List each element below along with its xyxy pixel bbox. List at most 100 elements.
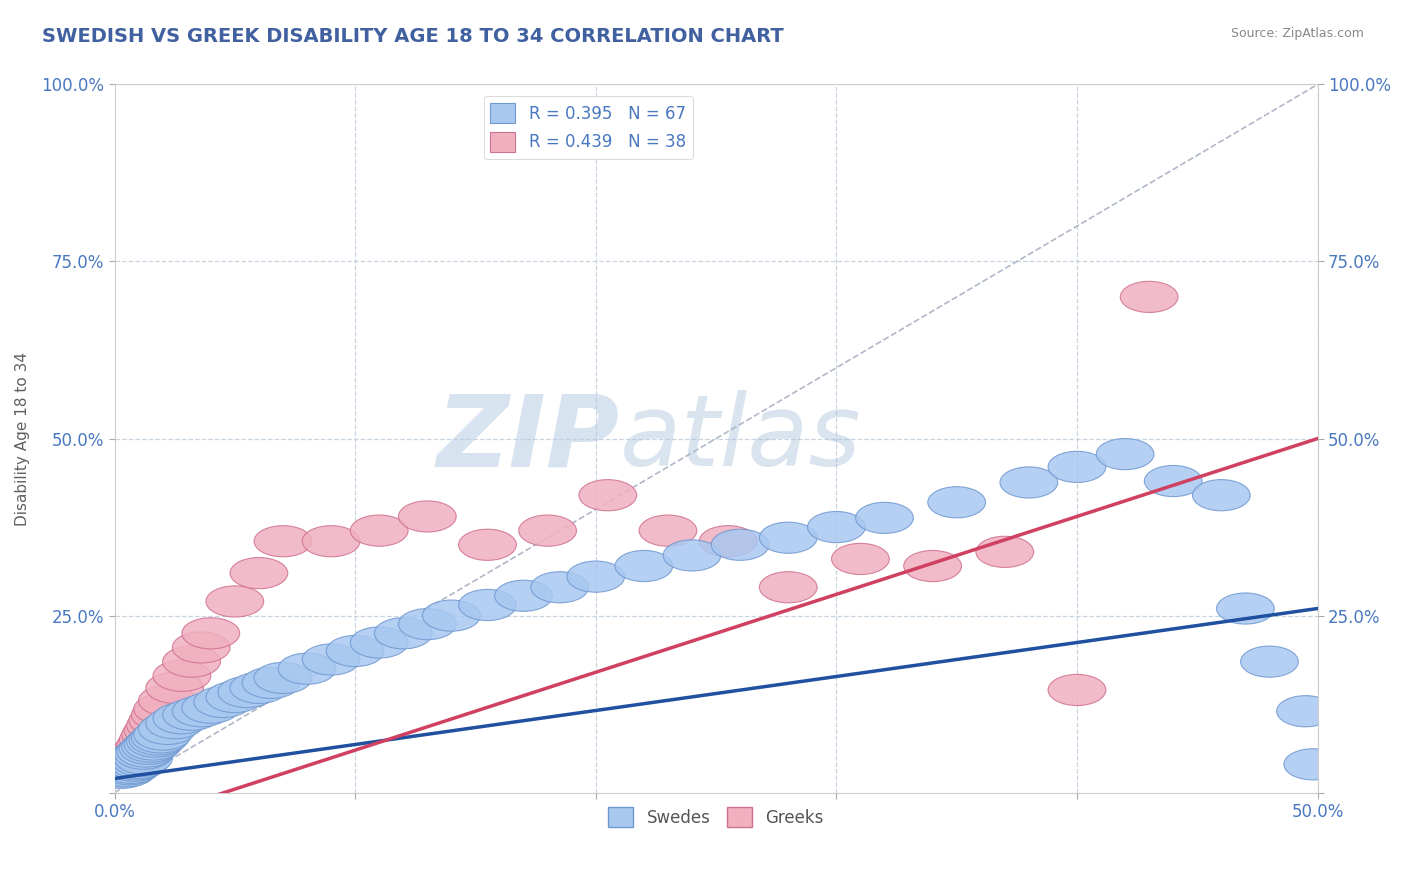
Ellipse shape [423, 600, 481, 632]
Ellipse shape [1284, 748, 1341, 780]
Ellipse shape [350, 627, 408, 658]
Ellipse shape [127, 710, 184, 741]
Ellipse shape [105, 745, 163, 776]
Ellipse shape [100, 748, 157, 780]
Ellipse shape [278, 653, 336, 684]
Ellipse shape [103, 752, 160, 783]
Ellipse shape [107, 743, 165, 774]
Ellipse shape [107, 748, 165, 780]
Ellipse shape [254, 525, 312, 557]
Ellipse shape [120, 733, 177, 764]
Ellipse shape [97, 750, 156, 781]
Ellipse shape [153, 660, 211, 691]
Ellipse shape [519, 515, 576, 546]
Ellipse shape [699, 525, 756, 557]
Ellipse shape [93, 757, 150, 789]
Text: SWEDISH VS GREEK DISABILITY AGE 18 TO 34 CORRELATION CHART: SWEDISH VS GREEK DISABILITY AGE 18 TO 34… [42, 27, 785, 45]
Ellipse shape [831, 543, 890, 574]
Text: atlas: atlas [620, 390, 862, 487]
Ellipse shape [110, 741, 167, 772]
Ellipse shape [124, 729, 181, 760]
Ellipse shape [350, 515, 408, 546]
Ellipse shape [326, 635, 384, 666]
Ellipse shape [110, 747, 167, 779]
Ellipse shape [398, 608, 456, 640]
Ellipse shape [458, 590, 516, 621]
Ellipse shape [105, 750, 163, 781]
Ellipse shape [122, 731, 180, 762]
Ellipse shape [134, 693, 191, 724]
Ellipse shape [100, 754, 157, 785]
Ellipse shape [105, 745, 163, 776]
Ellipse shape [134, 719, 191, 750]
Ellipse shape [205, 681, 264, 713]
Text: ZIP: ZIP [437, 390, 620, 487]
Ellipse shape [531, 572, 589, 603]
Ellipse shape [1192, 480, 1250, 511]
Ellipse shape [254, 663, 312, 693]
Ellipse shape [120, 724, 177, 756]
Ellipse shape [664, 540, 721, 571]
Ellipse shape [112, 745, 170, 776]
Ellipse shape [114, 738, 173, 769]
Ellipse shape [122, 719, 180, 750]
Ellipse shape [231, 558, 288, 589]
Ellipse shape [96, 752, 153, 783]
Ellipse shape [90, 756, 148, 787]
Ellipse shape [114, 743, 173, 774]
Ellipse shape [640, 515, 697, 546]
Ellipse shape [129, 705, 187, 736]
Ellipse shape [1047, 674, 1107, 706]
Ellipse shape [205, 586, 264, 617]
Ellipse shape [163, 699, 221, 731]
Ellipse shape [181, 692, 239, 723]
Ellipse shape [112, 740, 170, 772]
Ellipse shape [614, 550, 672, 582]
Ellipse shape [153, 703, 211, 734]
Ellipse shape [904, 550, 962, 582]
Ellipse shape [302, 644, 360, 675]
Ellipse shape [711, 529, 769, 560]
Ellipse shape [1121, 281, 1178, 312]
Ellipse shape [129, 724, 187, 756]
Ellipse shape [374, 618, 432, 648]
Ellipse shape [181, 618, 239, 648]
Ellipse shape [759, 572, 817, 603]
Ellipse shape [173, 696, 231, 727]
Ellipse shape [146, 673, 204, 704]
Ellipse shape [117, 736, 174, 767]
Ellipse shape [856, 502, 914, 533]
Ellipse shape [124, 714, 181, 746]
Legend: Swedes, Greeks: Swedes, Greeks [602, 800, 831, 834]
Ellipse shape [458, 529, 516, 560]
Ellipse shape [127, 726, 184, 757]
Ellipse shape [112, 736, 170, 767]
Ellipse shape [579, 480, 637, 511]
Ellipse shape [146, 707, 204, 739]
Ellipse shape [976, 536, 1033, 567]
Ellipse shape [567, 561, 624, 592]
Y-axis label: Disability Age 18 to 34: Disability Age 18 to 34 [15, 351, 30, 525]
Ellipse shape [131, 722, 190, 753]
Ellipse shape [93, 756, 150, 787]
Ellipse shape [173, 632, 231, 663]
Text: Source: ZipAtlas.com: Source: ZipAtlas.com [1230, 27, 1364, 40]
Ellipse shape [110, 741, 167, 772]
Ellipse shape [928, 487, 986, 518]
Ellipse shape [1047, 451, 1107, 483]
Ellipse shape [114, 733, 173, 764]
Ellipse shape [1240, 646, 1298, 677]
Ellipse shape [1216, 593, 1274, 624]
Ellipse shape [163, 646, 221, 677]
Ellipse shape [97, 756, 156, 787]
Ellipse shape [218, 676, 276, 707]
Ellipse shape [759, 522, 817, 553]
Ellipse shape [242, 667, 299, 698]
Ellipse shape [131, 699, 190, 731]
Ellipse shape [231, 673, 288, 704]
Ellipse shape [1000, 467, 1057, 498]
Ellipse shape [807, 511, 865, 542]
Ellipse shape [139, 685, 197, 716]
Ellipse shape [139, 714, 197, 745]
Ellipse shape [96, 755, 153, 786]
